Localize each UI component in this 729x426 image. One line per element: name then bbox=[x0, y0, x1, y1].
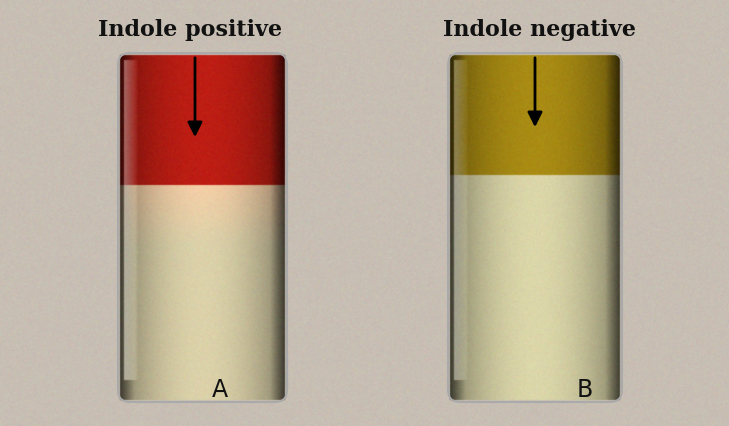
Text: Indole positive: Indole positive bbox=[98, 19, 282, 41]
Text: A: A bbox=[212, 378, 228, 402]
Text: B: B bbox=[577, 378, 593, 402]
Text: Indole negative: Indole negative bbox=[443, 19, 636, 41]
